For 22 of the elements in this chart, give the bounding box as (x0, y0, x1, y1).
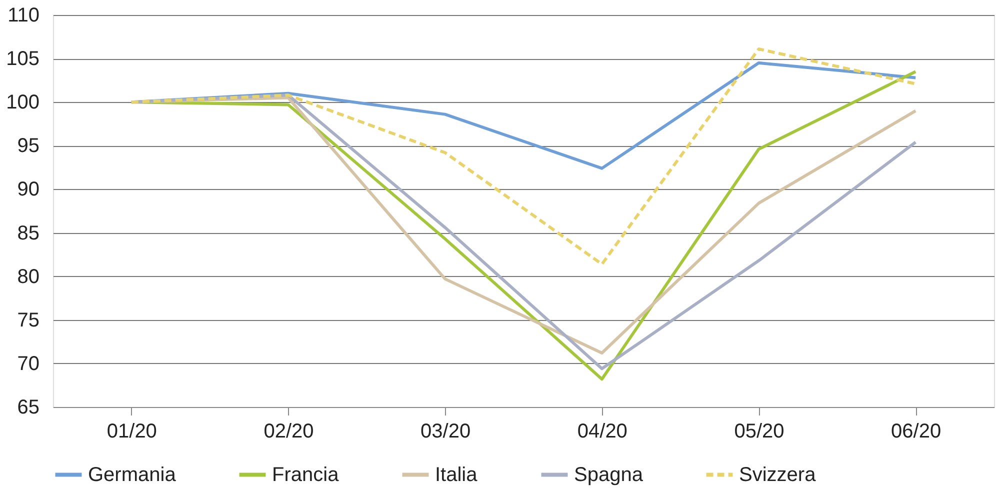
y-tick-label: 110 (8, 4, 40, 26)
legend-label: Svizzera (739, 464, 817, 486)
x-tick-label: 06/20 (891, 420, 942, 442)
legend-label: Spagna (574, 464, 644, 486)
legend-label: Italia (435, 464, 478, 486)
y-tick-label: 80 (17, 266, 40, 288)
y-tick-label: 95 (17, 135, 40, 158)
y-tick-label: 75 (17, 309, 40, 332)
y-tick-label: 90 (17, 178, 40, 201)
y-tick-label: 65 (17, 396, 40, 418)
y-tick-label: 105 (6, 48, 40, 70)
x-tick-label: 01/20 (106, 420, 157, 442)
line-series (130, 47, 918, 266)
y-tick-label: 70 (17, 352, 40, 375)
x-tick-label: 02/20 (264, 420, 314, 442)
x-tick-label: 03/20 (420, 420, 471, 442)
x-tick-label: 04/20 (577, 420, 628, 442)
y-tick-label: 100 (6, 92, 40, 114)
y-tick-label: 85 (17, 222, 40, 244)
legend-label: Germania (88, 464, 177, 486)
x-tick-label: 05/20 (734, 420, 784, 442)
legend-label: Francia (272, 464, 340, 486)
